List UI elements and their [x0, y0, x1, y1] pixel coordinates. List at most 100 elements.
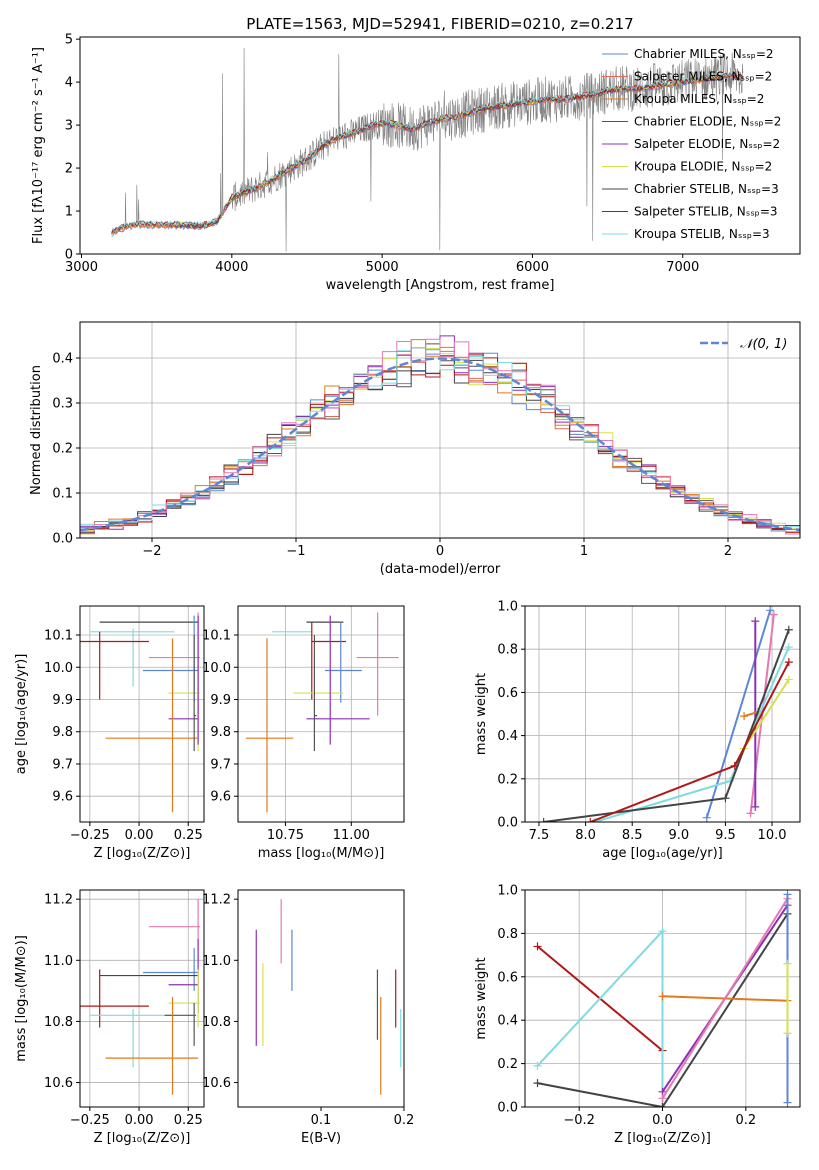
plot-area	[111, 47, 744, 252]
legend-entry: Kroupa STELIB, Nₛₛₚ=3	[634, 227, 770, 241]
y-tick-label: 0.4	[52, 352, 73, 367]
residual-histogram	[80, 354, 800, 538]
axes-frame	[237, 605, 405, 823]
y-tick-label: 10.6	[44, 1076, 73, 1091]
y-tick-label: 0.1	[52, 487, 73, 502]
y-tick-label: 9.6	[210, 790, 231, 805]
legend-entry: Salpeter STELIB, Nₛₛₚ=3	[634, 205, 778, 219]
y-tick-label: 11.0	[202, 954, 231, 969]
x-tick-label: 0.25	[174, 828, 203, 843]
y-tick-label: 0.6	[497, 686, 518, 701]
data-marker	[533, 1061, 542, 1070]
data-marker	[702, 813, 711, 822]
y-tick-label: 0	[65, 248, 73, 263]
x-tick-label: 10.0	[758, 828, 787, 843]
legend-entry: Chabrier MILES, Nₛₛₚ=2	[634, 47, 774, 61]
x-tick-label: 3000	[65, 260, 98, 275]
spectrum-panel: PLATE=1563, MJD=52941, FIBERID=0210, z=0…	[31, 15, 801, 293]
legend-entry: Kroupa MILES, Nₛₛₚ=2	[634, 92, 764, 106]
data-marker	[740, 712, 749, 721]
y-tick-label: 0.4	[497, 729, 518, 744]
x-tick-label: 7.5	[529, 828, 550, 843]
y-tick-label: 0.4	[497, 1014, 518, 1029]
x-axis-label: Z [log₁₀(Z/Z⊙)]	[94, 846, 191, 861]
y-tick-label: 0.8	[497, 927, 518, 942]
mass-weight-line	[705, 610, 772, 818]
y-tick-label: 2	[65, 162, 73, 177]
mass-vs-extinction-panel: 0.1 0.2 10.6 10.8 11.0 11.2 E(B-V)	[202, 889, 415, 1146]
x-tick-label: 9.0	[668, 828, 689, 843]
data-marker	[784, 675, 793, 684]
x-tick-label: 0.2	[394, 1113, 415, 1128]
y-tick-label: 1.0	[497, 884, 518, 899]
data-marker	[784, 658, 793, 667]
y-tick-label: 4	[65, 76, 73, 91]
y-tick-label: 11.0	[44, 954, 73, 969]
y-axis-label: age [log₁₀(age/yr)]	[14, 654, 29, 775]
x-tick-label: 0.00	[125, 1113, 154, 1128]
y-tick-label: 11.2	[44, 893, 73, 908]
data-marker	[784, 643, 793, 652]
y-tick-label: 9.7	[52, 757, 73, 772]
data-marker	[539, 818, 548, 822]
y-tick-label: 10.0	[202, 661, 231, 676]
data-marker	[746, 809, 755, 818]
legend-entry: Salpeter ELODIE, Nₛₛₚ=2	[634, 137, 780, 151]
x-axis-label: E(B-V)	[301, 1131, 341, 1146]
x-axis-label: (data-model)/error	[380, 562, 501, 577]
mass-weight-line	[743, 678, 790, 750]
y-tick-label: 9.9	[52, 693, 73, 708]
y-tick-label: 0.0	[497, 816, 518, 831]
x-tick-label: −0.2	[563, 1113, 595, 1128]
mass-weight-line	[661, 898, 789, 1099]
legend-entry: Chabrier ELODIE, Nₛₛₚ=2	[634, 115, 781, 129]
y-tick-label: 10.8	[44, 1015, 73, 1030]
plot-area	[80, 612, 201, 813]
y-tick-label: 3	[65, 119, 73, 134]
plot-area	[245, 612, 399, 813]
data-marker	[586, 818, 595, 822]
axes-frame	[79, 605, 205, 823]
data-marker	[730, 761, 739, 770]
x-tick-label: −0.25	[70, 1113, 110, 1128]
y-tick-label: 9.8	[52, 725, 73, 740]
x-axis-label: mass [log₁₀(M/M⊙)]	[258, 846, 385, 861]
data-marker	[658, 992, 667, 1001]
axes-frame	[79, 36, 801, 255]
x-axis-label: Z [log₁₀(Z/Z⊙)]	[614, 1131, 711, 1146]
plot-area	[80, 335, 800, 538]
x-tick-label: 9.5	[715, 828, 736, 843]
x-tick-label: 5000	[366, 260, 399, 275]
y-tick-label: 0.3	[52, 397, 73, 412]
data-marker	[783, 890, 792, 899]
x-tick-label: 8.5	[622, 828, 643, 843]
x-tick-label: −2	[142, 544, 161, 559]
x-tick-label: 4000	[215, 260, 248, 275]
y-axis-label: Flux [fλ10⁻¹⁷ erg cm⁻² s⁻¹ A⁻¹]	[31, 47, 46, 244]
y-tick-label: 0.6	[497, 970, 518, 985]
data-marker	[766, 606, 775, 615]
y-tick-label: 0.2	[497, 772, 518, 787]
plot-area	[533, 890, 792, 1107]
data-marker	[783, 959, 792, 968]
y-axis-label: mass weight	[474, 957, 489, 1039]
legend-entry: Kroupa ELODIE, Nₛₛₚ=2	[634, 160, 772, 174]
y-axis-label: Normed distribution	[29, 365, 44, 495]
data-marker	[658, 1094, 667, 1103]
x-axis-label: age [log₁₀(age/yr)]	[602, 846, 723, 861]
axes-frame	[524, 605, 801, 823]
age-vs-mass-panel: 10.75 11.00 9.6 9.7 9.8 9.9 10.0 10.1 mass [log₁…	[202, 605, 405, 861]
x-axis-label: Z [log₁₀(Z/Z⊙)]	[94, 1131, 191, 1146]
y-tick-label: 10.0	[44, 661, 73, 676]
data-marker	[658, 1103, 667, 1107]
plot-area	[80, 899, 201, 1095]
data-marker	[783, 1098, 792, 1107]
y-tick-label: 9.7	[210, 757, 231, 772]
x-tick-label: 0.25	[174, 1113, 203, 1128]
y-axis-label: mass [log₁₀(M/M⊙)]	[14, 935, 29, 1062]
y-tick-label: 0.2	[497, 1057, 518, 1072]
x-tick-label: 2	[724, 544, 732, 559]
x-tick-label: 10.75	[267, 828, 304, 843]
residuals-panel: −2 −1 0 1 2 0.0 0.1 0.2 0.3 0.4 (data-model)/error…	[29, 321, 801, 577]
age-vs-metallicity-panel: −0.25 0.00 0.25 9.6 9.7 9.8 9.9 10.0 10.1 Z [log₁…	[14, 605, 205, 861]
